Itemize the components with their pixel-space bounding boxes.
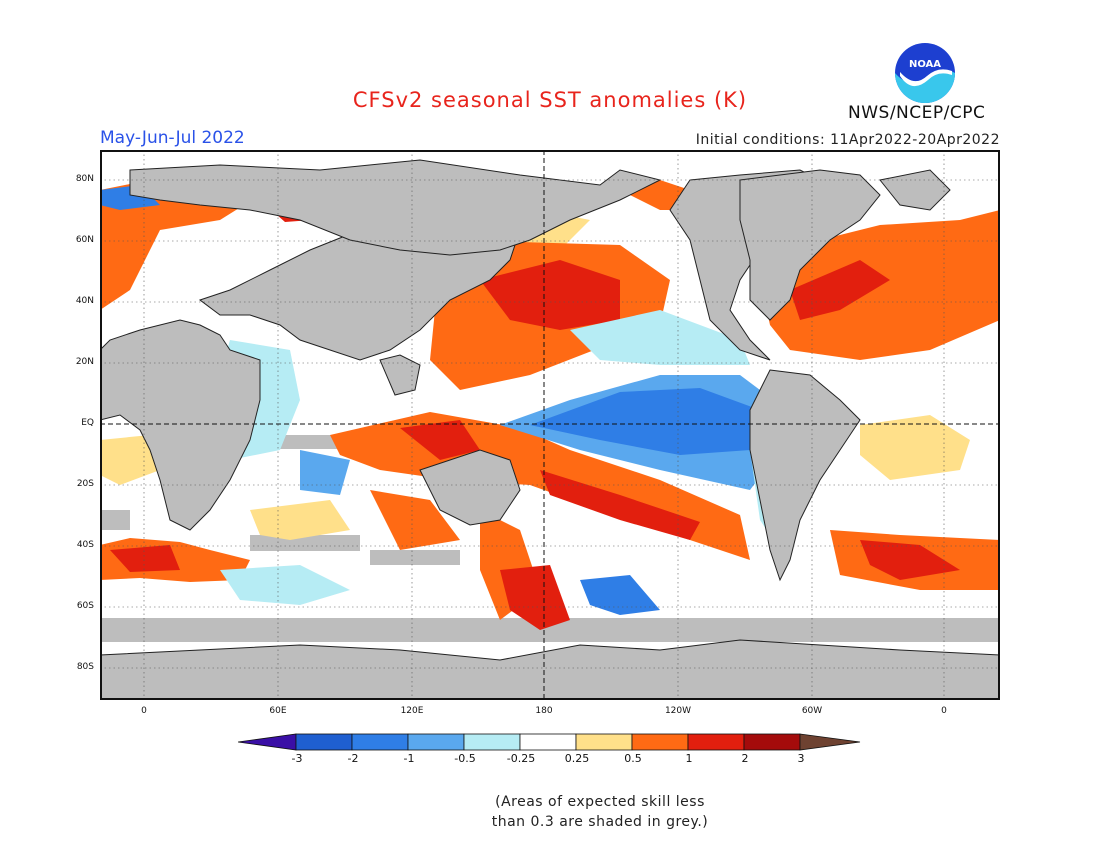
legend-tick-label: 0.5 [624, 752, 642, 765]
lon-label: 120E [400, 706, 424, 716]
lat-label: 80N [75, 174, 94, 184]
north-america-east [739, 169, 881, 321]
graticule [100, 150, 1000, 700]
legend-swatch [743, 733, 801, 751]
lon-label: 60W [801, 706, 823, 716]
legend-tick-label: 0.25 [564, 752, 590, 765]
skill-note: (Areas of expected skill less than 0.3 a… [420, 792, 780, 832]
lon-label: 60E [269, 706, 287, 716]
lon-label: 120W [664, 706, 692, 716]
lon-label: 180 [535, 706, 553, 716]
legend-swatch [463, 733, 521, 751]
antarctica [100, 639, 1000, 700]
lon-label: 0 [941, 706, 947, 716]
reference-lines [100, 150, 1000, 700]
noaa-logo-text: NOAA [909, 59, 941, 70]
lat-label: 60N [75, 235, 94, 245]
lat-label: 20S [76, 479, 94, 489]
noaa-logo: NOAA [895, 43, 955, 103]
legend-tick-label: 2 [741, 752, 749, 765]
lat-label: 60S [76, 601, 94, 611]
legend-swatch [407, 733, 465, 751]
skill-note-line: (Areas of expected skill less [495, 794, 705, 810]
legend-tick-label: -3 [291, 752, 303, 765]
initial-conditions-label: Initial conditions: 11Apr2022-20Apr2022 [695, 132, 1000, 148]
lat-label: 20N [75, 357, 94, 367]
color-legend [238, 733, 861, 751]
lat-label: 40S [76, 540, 94, 550]
sst-anomaly-map [100, 150, 1000, 700]
lat-label: EQ [81, 418, 94, 428]
legend-swatch [238, 733, 297, 751]
agency-label: NWS/NCEP/CPC [848, 103, 986, 123]
australia [419, 449, 521, 526]
eurasia-north [129, 159, 662, 256]
legend-swatch [575, 733, 633, 751]
lat-label: 40N [75, 296, 94, 306]
legend-swatch [687, 733, 745, 751]
south-america [749, 369, 861, 582]
legend-swatch [799, 733, 861, 751]
legend-tick-label: 1 [685, 752, 693, 765]
lon-label: 0 [141, 706, 147, 716]
legend-swatch [351, 733, 409, 751]
legend-swatch [295, 733, 353, 751]
legend-tick-label: 3 [797, 752, 805, 765]
legend-tick-label: -0.5 [454, 752, 476, 765]
map-frame [100, 150, 1000, 700]
legend-tick-label: -2 [347, 752, 359, 765]
legend-swatch [631, 733, 689, 751]
map-title: CFSv2 seasonal SST anomalies (K) [352, 88, 748, 112]
africa [100, 319, 261, 531]
legend-tick-label: -0.25 [506, 752, 536, 765]
legend-swatch [519, 733, 577, 751]
skill-note-line: than 0.3 are shaded in grey.) [491, 814, 709, 830]
season-label: May-Jun-Jul 2022 [100, 128, 245, 148]
maritime-continent [379, 354, 421, 396]
lat-label: 80S [76, 662, 94, 672]
land-masses [100, 159, 1000, 700]
legend-tick-label: -1 [403, 752, 415, 765]
